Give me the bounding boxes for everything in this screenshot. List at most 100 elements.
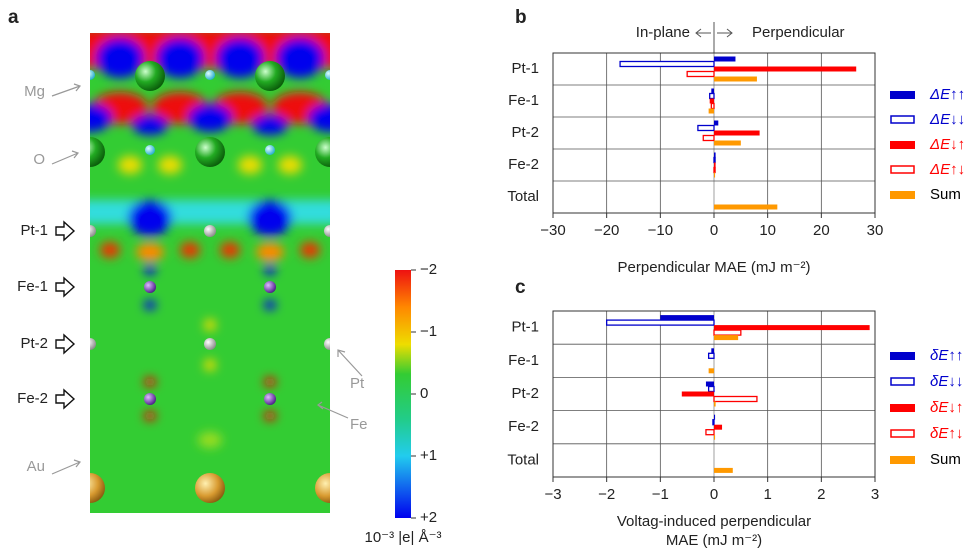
legend-label: Sum [930,186,961,203]
legend-marker [890,115,915,124]
bar [714,424,723,430]
density-map [90,33,330,513]
atom-label: O [33,151,45,168]
x-tick-label: −1 [652,486,669,503]
bar [686,70,715,78]
colorbar-tick-label: +1 [420,447,437,464]
x-tick-label: 0 [710,222,718,239]
x-axis-label: Perpendicular MAE (mJ m⁻²) [618,259,811,276]
category-label: Total [507,451,539,468]
x-axis-label: Voltag-induced perpendicular [617,513,811,530]
atom-label: Pt-1 [20,222,48,239]
category-label: Fe-1 [508,92,539,109]
bar [710,102,715,110]
x-axis-label: MAE (mJ m⁻²) [666,532,762,549]
colorbar-tick-label: −2 [420,261,437,278]
legend-label: δE↑↑ [930,347,963,364]
legend-label: ΔE↑↓ [929,161,965,178]
colorbar [395,270,411,518]
bar [714,204,778,210]
atom-label: Au [27,458,45,475]
x-tick-label: 0 [710,486,718,503]
annotation: Perpendicular [752,24,845,41]
direction-arrows [695,22,733,53]
label-arrows [51,83,363,475]
bar [702,134,715,142]
plot-frame [552,52,876,214]
colorbar-label: 10⁻³ |e| Å⁻³ [365,529,442,546]
x-tick-label: 30 [867,222,884,239]
x-tick-label: 20 [813,222,830,239]
legend-label: δE↓↓ [930,373,963,390]
atom-label: Pt-2 [20,335,48,352]
panel-label: c [515,277,526,298]
bar [708,108,714,114]
bar [606,319,715,326]
legend-marker [890,352,915,360]
bar [711,88,714,94]
bar [707,385,715,393]
category-label: Fe-2 [508,418,539,435]
legend-label: ΔE↓↓ [929,111,965,128]
bar [619,60,715,68]
bar [712,419,715,426]
bar [707,352,715,359]
bar [708,368,714,374]
panel-label: b [515,7,527,28]
atom-label: Fe-1 [17,278,48,295]
bar [713,395,758,403]
legend-marker [890,191,915,199]
legend-marker [890,456,915,464]
atom-label: Fe-2 [17,390,48,407]
x-tick-label: −30 [540,222,565,239]
bar [714,120,719,126]
bar [714,335,739,341]
plot-frame [552,310,876,478]
x-tick-label: 10 [759,222,776,239]
x-tick-label: 2 [817,486,825,503]
colorbar-tick-label: −1 [420,323,437,340]
category-label: Pt-1 [511,60,539,77]
bar [681,391,714,397]
legend-label: ΔE↓↑ [929,136,965,153]
category-label: Pt-2 [511,385,539,402]
panel-label: a [8,7,19,28]
block-arrows [55,220,76,410]
bar [660,315,714,321]
bar [711,348,714,354]
bar [705,381,714,387]
category-label: Pt-1 [511,319,539,336]
colorbar-tick-label: +2 [420,509,437,526]
x-tick-label: −10 [648,222,673,239]
bar [714,56,736,62]
bar [714,467,733,473]
bar [713,329,742,336]
category-label: Total [507,188,539,205]
annotation: In-plane [636,24,690,41]
bar [697,124,715,132]
x-tick-label: −3 [544,486,561,503]
bar [714,152,716,158]
atom-label: Mg [24,83,45,100]
atom-label: Fe [350,416,368,433]
legend-label: δE↓↑ [930,399,963,416]
bar [714,414,716,420]
bar [705,429,715,436]
legend-label: δE↑↓ [930,425,963,442]
legend-label: ΔE↑↑ [929,86,965,103]
bar [714,434,716,440]
bar [709,98,714,104]
x-tick-label: 1 [763,486,771,503]
legend-marker [890,404,915,412]
atom-label: Pt [350,375,365,392]
legend-marker [890,429,915,438]
category-label: Pt-2 [511,124,539,141]
legend-marker [890,377,915,386]
bar [714,325,870,331]
bar [714,140,741,146]
x-tick-label: 3 [871,486,879,503]
x-tick-label: −2 [598,486,615,503]
legend-marker [890,91,915,99]
